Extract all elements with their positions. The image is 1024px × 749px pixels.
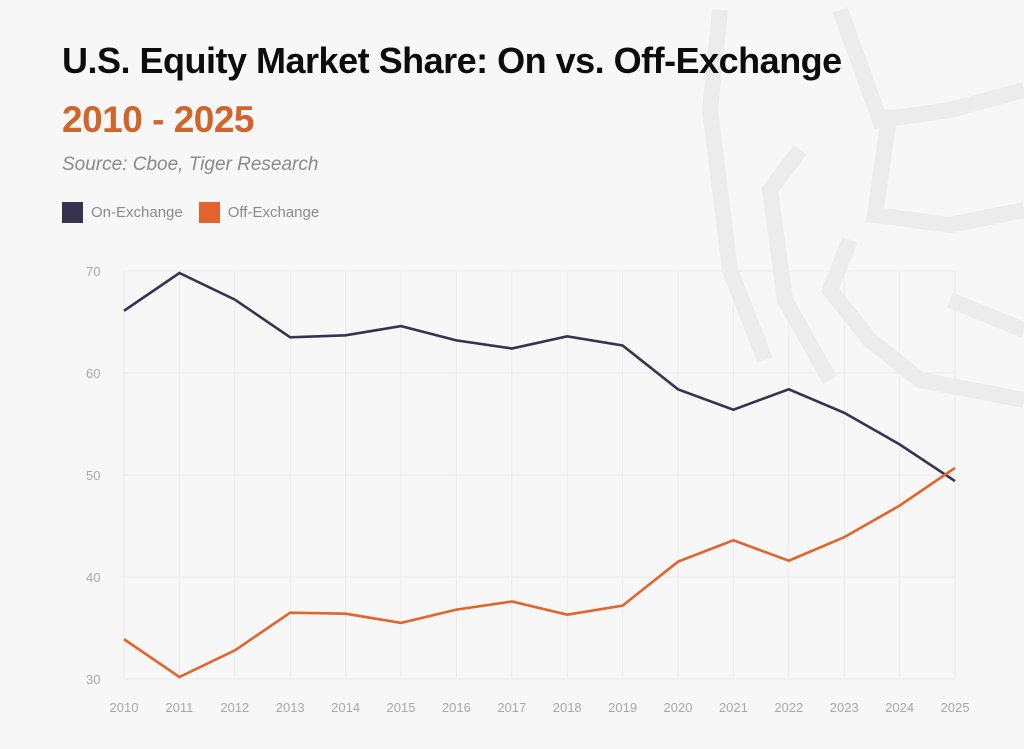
- x-tick-label: 2011: [165, 700, 193, 715]
- y-tick-label: 50: [86, 468, 100, 483]
- x-tick-label: 2010: [110, 700, 139, 715]
- legend-label-on-exchange: On-Exchange: [91, 204, 183, 221]
- x-tick-label: 2022: [774, 700, 803, 715]
- x-tick-label: 2024: [885, 700, 914, 715]
- series-line-on-exchange: [123, 271, 956, 483]
- x-tick-label: 2015: [387, 700, 416, 715]
- tiger-watermark-logo: [701, 7, 1024, 408]
- x-tick-label: 2017: [497, 700, 526, 715]
- chart-title: U.S. Equity Market Share: On vs. Off-Exc…: [62, 40, 842, 81]
- x-tick-label: 2020: [664, 700, 693, 715]
- y-tick-label: 40: [86, 570, 100, 585]
- x-tick-label: 2012: [220, 700, 249, 715]
- y-tick-label: 60: [86, 366, 100, 381]
- x-tick-label: 2013: [276, 700, 305, 715]
- chart-subtitle: 2010 - 2025: [62, 99, 255, 140]
- y-tick-label: 30: [86, 672, 100, 687]
- x-tick-label: 2025: [941, 700, 970, 715]
- series-line-off-exchange: [123, 466, 956, 679]
- y-tick-label: 70: [86, 264, 100, 279]
- x-tick-label: 2016: [442, 700, 471, 715]
- legend: On-Exchange Off-Exchange: [62, 202, 335, 223]
- chart-source: Source: Cboe, Tiger Research: [62, 154, 319, 175]
- y-axis-ticks: 30 40 50 60 70: [86, 264, 100, 687]
- x-tick-label: 2019: [608, 700, 637, 715]
- legend-swatch-off-exchange: [198, 202, 220, 223]
- grid: [123, 270, 956, 680]
- x-tick-label: 2021: [719, 700, 748, 715]
- series-lines: [123, 271, 956, 679]
- x-tick-label: 2023: [830, 700, 859, 715]
- x-tick-label: 2018: [553, 700, 582, 715]
- legend-swatch-on-exchange: [62, 202, 83, 223]
- legend-item-off-exchange: Off-Exchange: [198, 202, 320, 223]
- x-tick-label: 2014: [331, 700, 360, 715]
- x-axis-ticks: 2010 2011 2012 2013 2014 2015 2016 2017 2018 2019…: [110, 700, 970, 715]
- legend-label-off-exchange: Off-Exchange: [227, 204, 320, 221]
- legend-item-on-exchange: On-Exchange: [62, 202, 183, 223]
